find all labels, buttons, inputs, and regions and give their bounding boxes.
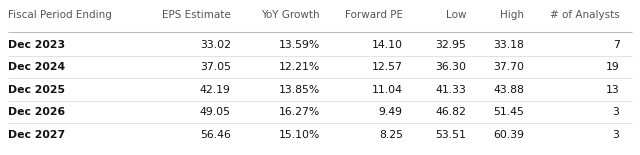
Text: High: High xyxy=(500,10,524,20)
Text: 3: 3 xyxy=(612,107,620,117)
Text: 32.95: 32.95 xyxy=(436,40,467,50)
Text: Forward PE: Forward PE xyxy=(345,10,403,20)
Text: Dec 2025: Dec 2025 xyxy=(8,85,65,95)
Text: 33.02: 33.02 xyxy=(200,40,231,50)
Text: 33.18: 33.18 xyxy=(493,40,524,50)
Text: 11.04: 11.04 xyxy=(372,85,403,95)
Text: 13.59%: 13.59% xyxy=(279,40,320,50)
Text: 3: 3 xyxy=(612,130,620,140)
Text: Dec 2026: Dec 2026 xyxy=(8,107,65,117)
Text: 12.21%: 12.21% xyxy=(279,62,320,72)
Text: 56.46: 56.46 xyxy=(200,130,231,140)
Text: 49.05: 49.05 xyxy=(200,107,231,117)
Text: Fiscal Period Ending: Fiscal Period Ending xyxy=(8,10,111,20)
Text: 37.70: 37.70 xyxy=(493,62,524,72)
Text: 36.30: 36.30 xyxy=(436,62,467,72)
Text: Dec 2024: Dec 2024 xyxy=(8,62,65,72)
Text: 8.25: 8.25 xyxy=(379,130,403,140)
Text: Dec 2027: Dec 2027 xyxy=(8,130,65,140)
Text: 15.10%: 15.10% xyxy=(278,130,320,140)
Text: 37.05: 37.05 xyxy=(200,62,231,72)
Text: 12.57: 12.57 xyxy=(372,62,403,72)
Text: Low: Low xyxy=(446,10,467,20)
Text: 13: 13 xyxy=(605,85,620,95)
Text: 13.85%: 13.85% xyxy=(279,85,320,95)
Text: 19: 19 xyxy=(605,62,620,72)
Text: 41.33: 41.33 xyxy=(436,85,467,95)
Text: 9.49: 9.49 xyxy=(379,107,403,117)
Text: YoY Growth: YoY Growth xyxy=(261,10,320,20)
Text: 14.10: 14.10 xyxy=(372,40,403,50)
Text: # of Analysts: # of Analysts xyxy=(550,10,620,20)
Text: 16.27%: 16.27% xyxy=(279,107,320,117)
Text: EPS Estimate: EPS Estimate xyxy=(162,10,231,20)
Text: 42.19: 42.19 xyxy=(200,85,231,95)
Text: 53.51: 53.51 xyxy=(436,130,467,140)
Text: 7: 7 xyxy=(612,40,620,50)
Text: 43.88: 43.88 xyxy=(493,85,524,95)
Text: 51.45: 51.45 xyxy=(493,107,524,117)
Text: 60.39: 60.39 xyxy=(493,130,524,140)
Text: Dec 2023: Dec 2023 xyxy=(8,40,65,50)
Text: 46.82: 46.82 xyxy=(436,107,467,117)
